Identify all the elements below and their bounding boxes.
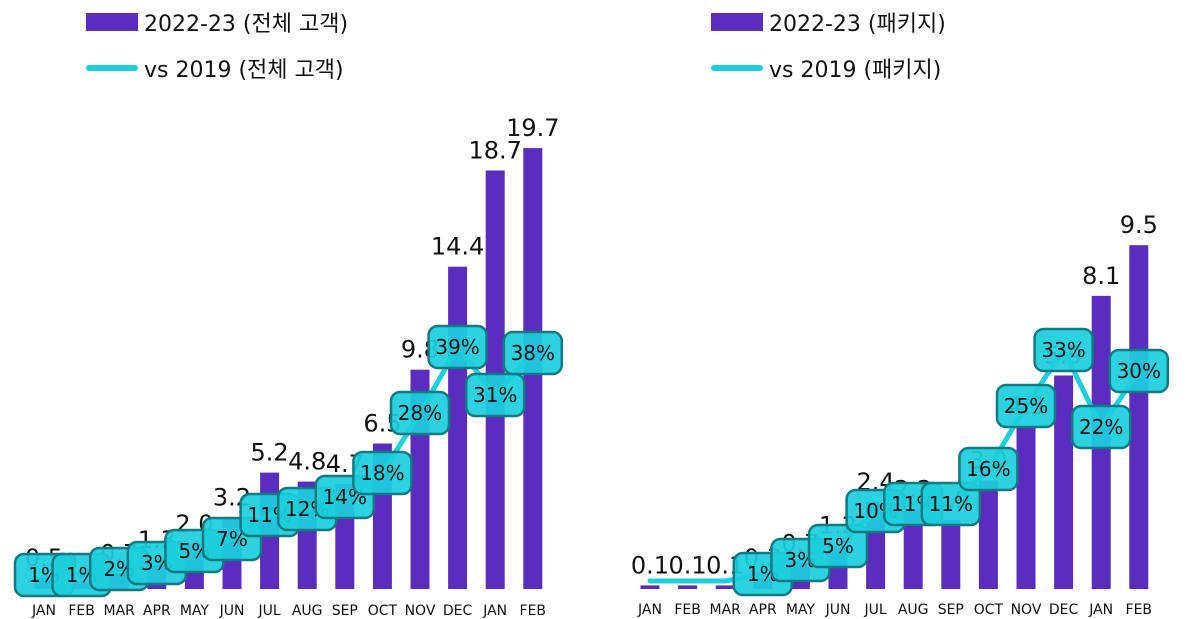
bar <box>715 585 735 589</box>
line-value-label: 30% <box>1117 359 1161 383</box>
x-tick-label: JUL <box>258 603 281 619</box>
chart-svg-package: 0.10.10.10.30.71.22.42.21.93.04.55.98.19… <box>631 211 1170 618</box>
line-value-badge <box>1070 404 1132 450</box>
bar-value-label: 9.5 <box>1120 211 1158 239</box>
x-tick-label: JUN <box>219 603 245 619</box>
line-value-badge <box>1033 327 1094 373</box>
bar <box>448 266 468 589</box>
line-value-badge <box>1108 348 1170 394</box>
x-tick-label: JAN <box>637 602 662 618</box>
x-tick-label: FEB <box>1126 602 1153 618</box>
line-value-badge <box>920 481 982 527</box>
line-value-label: 39% <box>435 335 479 359</box>
x-tick-label: MAR <box>710 602 742 618</box>
legend-line-swatch <box>86 65 138 71</box>
bar-value-label: 0.1 <box>669 551 707 579</box>
bar <box>1054 375 1074 589</box>
x-tick-label: OCT <box>368 603 398 619</box>
line-value-badge <box>995 383 1057 429</box>
legend-line-swatch <box>711 65 763 71</box>
bar <box>941 520 961 589</box>
legend-line-item: vs 2019 (전체 고객) <box>86 52 344 84</box>
x-tick-label: FEB <box>68 603 95 619</box>
bar <box>978 480 998 589</box>
bar <box>678 585 698 589</box>
line-value-badge <box>807 523 869 569</box>
line-value-label: 38% <box>511 341 555 365</box>
x-tick-label: MAY <box>786 602 816 618</box>
x-tick-label: JAN <box>482 603 507 619</box>
line-value-label: 22% <box>1079 415 1123 439</box>
legend-line-label: vs 2019 (전체 고객) <box>144 58 344 83</box>
bar-value-label: 8.1 <box>1082 262 1120 290</box>
line-value-badge <box>958 446 1019 492</box>
bar <box>1016 426 1036 589</box>
bar <box>903 509 923 589</box>
line-value-label: 28% <box>398 401 442 425</box>
legend-bar-swatch <box>86 13 138 31</box>
legend-bar-item: 2022-23 (패키지) <box>711 6 946 38</box>
x-tick-label: MAR <box>104 603 136 619</box>
x-tick-label: SEP <box>332 603 358 619</box>
chart-panel-total: 2022-23 (전체 고객) vs 2019 (전체 고객) 0.50.30.… <box>13 6 564 619</box>
x-tick-label: NOV <box>1011 602 1042 618</box>
legend-bar-item: 2022-23 (전체 고객) <box>86 6 348 38</box>
x-tick-label: DEC <box>443 603 473 619</box>
bar-value-label: 0.1 <box>631 551 669 579</box>
line-value-badge <box>389 390 451 436</box>
line-value-badge <box>464 372 526 418</box>
x-tick-label: JUL <box>864 602 887 618</box>
legend-bar-swatch <box>711 13 763 31</box>
legend-line-label: vs 2019 (패키지) <box>769 58 942 83</box>
x-tick-label: JAN <box>31 603 56 619</box>
bar-value-label: 19.7 <box>506 114 559 142</box>
bar-value-label: 5.2 <box>251 439 289 467</box>
x-tick-label: SEP <box>938 602 964 618</box>
x-tick-label: NOV <box>405 603 436 619</box>
line-value-label: 16% <box>966 457 1010 481</box>
chart-panel-package: 2022-23 (패키지) vs 2019 (패키지) 0.10.10.10.3… <box>597 0 1194 619</box>
x-tick-label: APR <box>749 602 777 618</box>
x-tick-label: AUG <box>292 603 323 619</box>
legend-bar-label: 2022-23 (전체 고객) <box>144 12 349 37</box>
bar <box>640 585 660 589</box>
line-value-label: 5% <box>822 534 854 558</box>
bar-value-label: 18.7 <box>468 136 521 164</box>
bar-value-label: 4.8 <box>288 448 326 476</box>
x-tick-label: APR <box>143 603 171 619</box>
line-value-label: 33% <box>1041 338 1085 362</box>
x-tick-label: DEC <box>1049 602 1079 618</box>
line-value-label: 25% <box>1004 394 1048 418</box>
line-value-badge <box>502 330 564 376</box>
x-tick-label: JAN <box>1088 602 1113 618</box>
legend-line-item: vs 2019 (패키지) <box>711 52 941 84</box>
chart-svg-total: 0.50.30.71.32.03.25.24.84.76.59.814.418.… <box>13 114 564 619</box>
line-value-label: 18% <box>360 461 404 485</box>
x-tick-label: FEB <box>520 603 547 619</box>
x-tick-label: AUG <box>898 602 929 618</box>
x-tick-label: MAY <box>180 603 210 619</box>
x-tick-label: FEB <box>674 602 701 618</box>
bar <box>1129 245 1149 589</box>
bar-value-label: 14.4 <box>431 233 484 261</box>
line-value-label: 31% <box>473 383 517 407</box>
legend-bar-label: 2022-23 (패키지) <box>769 12 946 37</box>
line-value-label: 11% <box>929 492 973 516</box>
line-value-badge <box>427 324 488 370</box>
x-tick-label: OCT <box>974 602 1004 618</box>
line-value-badge <box>352 450 413 496</box>
x-tick-label: JUN <box>825 602 851 618</box>
